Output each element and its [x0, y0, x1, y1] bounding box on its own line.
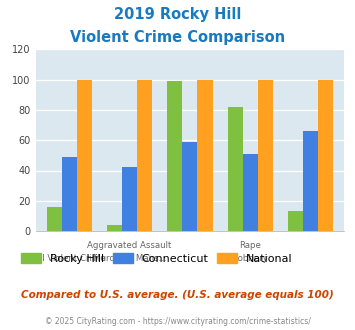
Bar — [258, 80, 273, 231]
Text: Aggravated Assault: Aggravated Assault — [87, 241, 172, 250]
Legend: Rocky Hill, Connecticut, National: Rocky Hill, Connecticut, National — [16, 249, 297, 268]
Bar — [77, 80, 92, 231]
Bar — [197, 80, 213, 231]
Bar — [167, 81, 182, 231]
Bar — [303, 131, 318, 231]
Bar — [107, 225, 122, 231]
Text: All Violent Crime: All Violent Crime — [34, 254, 105, 263]
Bar — [47, 207, 62, 231]
Bar — [182, 142, 197, 231]
Bar — [318, 80, 333, 231]
Text: 2019 Rocky Hill: 2019 Rocky Hill — [114, 7, 241, 21]
Text: © 2025 CityRating.com - https://www.cityrating.com/crime-statistics/: © 2025 CityRating.com - https://www.city… — [45, 317, 310, 326]
Text: Robbery: Robbery — [232, 254, 268, 263]
Bar — [243, 154, 258, 231]
Bar — [288, 211, 303, 231]
Text: Murder & Mans...: Murder & Mans... — [93, 254, 166, 263]
Bar — [122, 167, 137, 231]
Bar — [228, 107, 243, 231]
Text: Rape: Rape — [239, 241, 261, 250]
Bar — [137, 80, 152, 231]
Bar — [62, 157, 77, 231]
Text: Compared to U.S. average. (U.S. average equals 100): Compared to U.S. average. (U.S. average … — [21, 290, 334, 300]
Text: Violent Crime Comparison: Violent Crime Comparison — [70, 30, 285, 45]
